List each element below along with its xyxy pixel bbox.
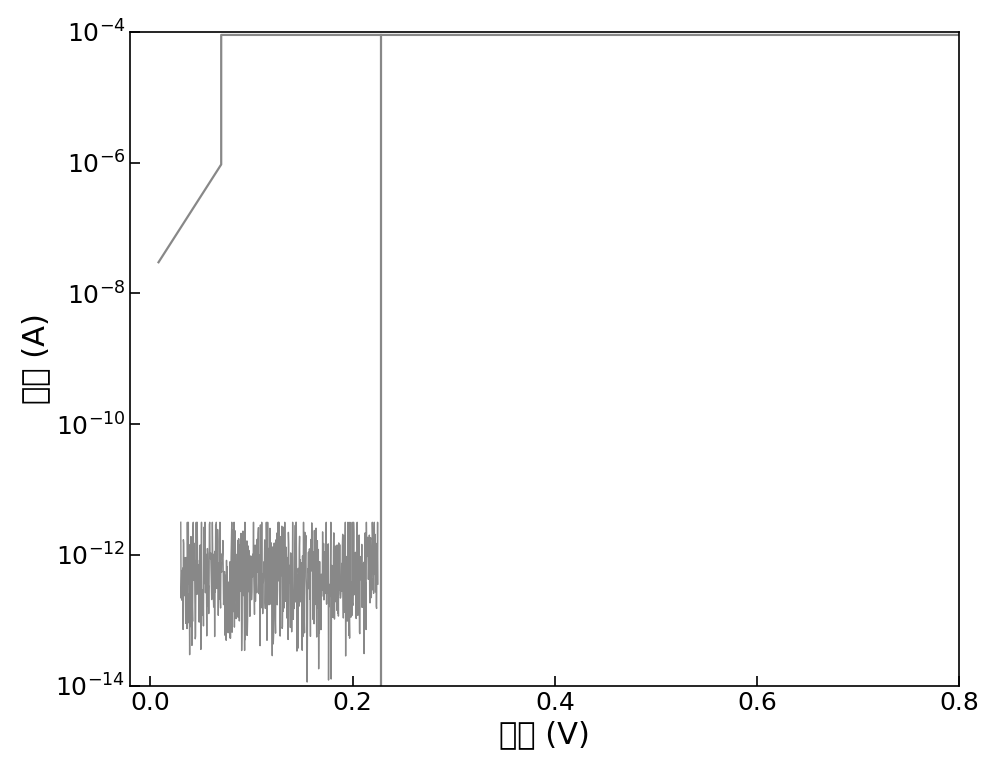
Y-axis label: 电流 (A): 电流 (A) xyxy=(21,313,50,404)
X-axis label: 电压 (V): 电压 (V) xyxy=(499,720,590,749)
